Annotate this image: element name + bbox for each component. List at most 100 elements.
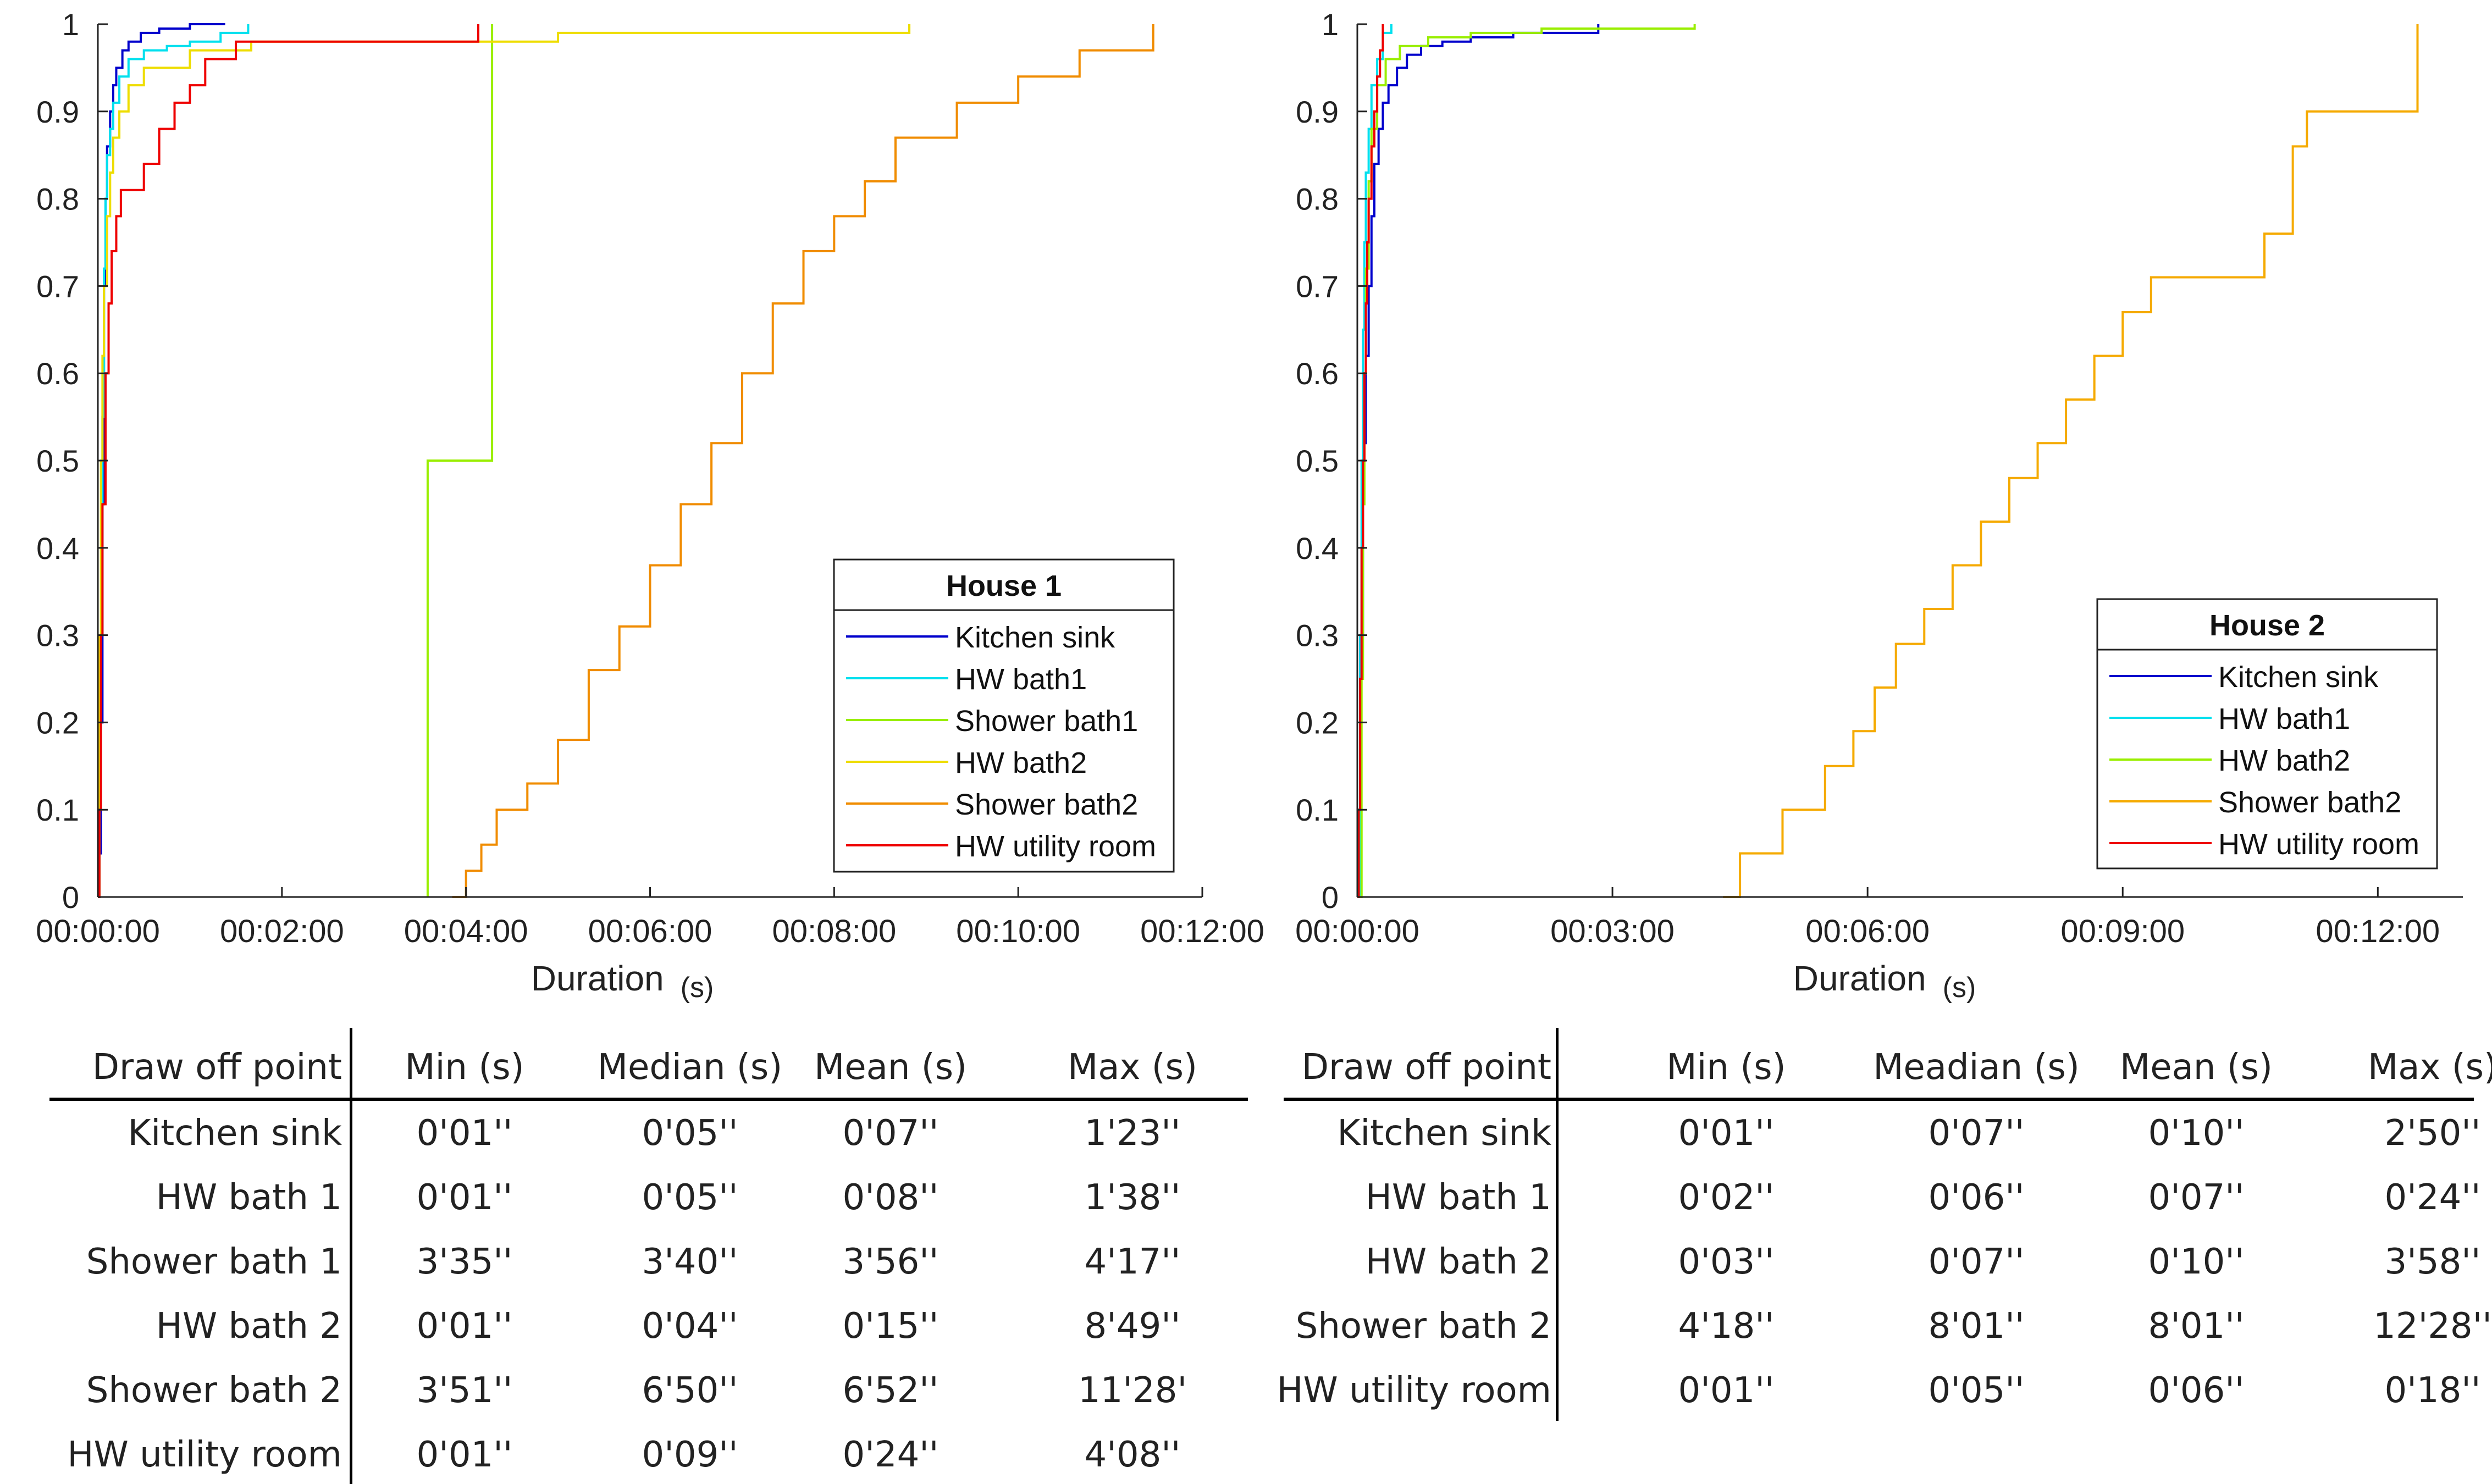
table-cell: 8'49'' [1084, 1306, 1181, 1347]
table-cell: 6'52'' [842, 1370, 939, 1411]
legend-box [833, 558, 1175, 873]
table-header: Min (s) [1666, 1047, 1786, 1088]
y-tick-label: 1 [62, 7, 79, 42]
table-cell: 12'28'' [2373, 1306, 2492, 1347]
x-axis-label-unit: (s) [681, 972, 714, 1004]
x-tick-label: 00:06:00 [1805, 913, 1930, 949]
table-cell: 4'17'' [1084, 1242, 1181, 1282]
table-cell: 0'10'' [2148, 1242, 2245, 1282]
table-row-label: HW bath 2 [156, 1306, 342, 1347]
table-cell: 0'01'' [1678, 1370, 1775, 1411]
table-header: Min (s) [405, 1047, 524, 1088]
legend-label: HW utility room [955, 830, 1156, 863]
table-header: Mean (s) [2120, 1047, 2273, 1088]
x-tick-label: 00:09:00 [2060, 913, 2185, 949]
x-axis-label-text: Duration [531, 959, 664, 998]
x-tick-label: 00:03:00 [1550, 913, 1675, 949]
table-cell: 0'03'' [1678, 1242, 1775, 1282]
x-tick-label: 00:08:00 [772, 913, 896, 949]
legend-label: HW utility room [2218, 828, 2419, 861]
table-cell: 0'10'' [2148, 1113, 2245, 1154]
x-tick-label: 00:04:00 [404, 913, 528, 949]
legend-label: HW bath2 [2218, 744, 2350, 777]
table-column-rule [350, 1028, 352, 1484]
series-line-hw-utility-room [1357, 24, 1384, 898]
table-cell: 0'05'' [642, 1177, 738, 1218]
series-line-kitchen-sink [98, 23, 225, 898]
x-axis-label: Duration (s) [1793, 959, 1976, 1004]
y-tick-label: 0.1 [36, 793, 79, 827]
table-cell: 0'08'' [842, 1177, 939, 1218]
table-cell: 4'08'' [1084, 1435, 1181, 1475]
table-cell: 0'01'' [416, 1435, 513, 1475]
table-row-label: HW bath 1 [1365, 1177, 1551, 1218]
table-cell: 6'50'' [642, 1370, 738, 1411]
table-cell: 11'28' [1078, 1370, 1187, 1411]
series-line-hw-utility-room [98, 24, 479, 898]
x-axis-label-text: Duration [1793, 959, 1926, 998]
series-line-shower-bath2 [1723, 24, 2419, 898]
table-cell: 0'05'' [1928, 1370, 2025, 1411]
table-cell: 0'05'' [642, 1113, 738, 1154]
table-row-label: HW utility room [67, 1435, 342, 1475]
table-cell: 0'18'' [2384, 1370, 2481, 1411]
table-header-rule [49, 1098, 1248, 1101]
y-tick-label: 0 [62, 880, 79, 915]
y-tick-label: 0.2 [1296, 705, 1339, 740]
table-cell: 0'02'' [1678, 1177, 1775, 1218]
chart-house-2: 0 0.1 0.2 0.3 0.4 0.5 0.6 0.7 0.8 0.9 1 00:00:00 00:… [1295, 7, 2463, 1004]
table-header: Mean (s) [814, 1047, 967, 1088]
legend: House 2 Kitchen sink HW bath1 HW bath2 Showe… [2096, 598, 2438, 870]
table-cell: 3'58'' [2384, 1242, 2481, 1282]
table-cell: 0'24'' [842, 1435, 939, 1475]
y-tick-label: 0.5 [1296, 444, 1339, 478]
x-tick-label: 00:10:00 [956, 913, 1080, 949]
y-tick-label: 0.2 [36, 705, 79, 740]
legend-label: Shower bath2 [2218, 786, 2401, 819]
table-cell: 8'01'' [1928, 1306, 2025, 1347]
y-tick-label: 0.8 [36, 182, 79, 217]
table-row-label: Kitchen sink [128, 1113, 342, 1154]
table-cell: 1'38'' [1084, 1177, 1181, 1218]
x-tick-label: 00:12:00 [2316, 913, 2440, 949]
legend-label: HW bath2 [955, 746, 1087, 779]
table-row-label: HW bath 2 [1365, 1242, 1551, 1282]
series-line-hw-bath2 [98, 24, 911, 898]
x-tick-label: 00:00:00 [36, 913, 160, 949]
x-tick-label: 00:02:00 [220, 913, 344, 949]
legend-box [2096, 598, 2438, 870]
y-tick-label: 0.3 [36, 618, 79, 653]
y-tick-label: 0.3 [1296, 618, 1339, 653]
legend-label: HW bath1 [2218, 702, 2350, 735]
y-tick-label: 0.6 [36, 356, 79, 391]
table-cell: 0'07'' [842, 1113, 939, 1154]
y-tick-label: 0.4 [1296, 531, 1339, 566]
table-cell: 0'06'' [1928, 1177, 2025, 1218]
table-column-rule [1556, 1028, 1559, 1421]
table-cell: 1'23'' [1084, 1113, 1181, 1154]
y-tick-label: 0.1 [1296, 793, 1339, 827]
x-axis-label-unit: (s) [1943, 972, 1976, 1004]
table-header: Max (s) [2368, 1047, 2492, 1088]
table-cell: 0'01'' [1678, 1113, 1775, 1154]
series-line-hw-bath1 [98, 24, 250, 898]
table-header: Draw off point [1301, 1047, 1551, 1088]
legend-label: Shower bath1 [955, 705, 1138, 738]
y-tick-label: 0.9 [36, 95, 79, 129]
table-row-label: HW bath 1 [156, 1177, 342, 1218]
y-tick-label: 0.4 [36, 531, 79, 566]
series-line-hw-bath2 [1357, 24, 1696, 898]
table-cell: 2'50'' [2384, 1113, 2481, 1154]
y-tick-label: 0.9 [1296, 95, 1339, 129]
y-tick-label: 0.8 [1296, 182, 1339, 217]
y-tick-label: 0.5 [36, 444, 79, 478]
table-header: Median (s) [597, 1047, 783, 1088]
series-line-shower-bath2 [452, 24, 1154, 898]
table-row-label: Kitchen sink [1337, 1113, 1551, 1154]
table-cell: 8'01'' [2148, 1306, 2245, 1347]
table-cell: 0'07'' [2148, 1177, 2245, 1218]
table-header: Meadian (s) [1873, 1047, 2080, 1088]
x-tick-label: 00:12:00 [1140, 913, 1264, 949]
x-tick-label: 00:00:00 [1295, 913, 1419, 949]
